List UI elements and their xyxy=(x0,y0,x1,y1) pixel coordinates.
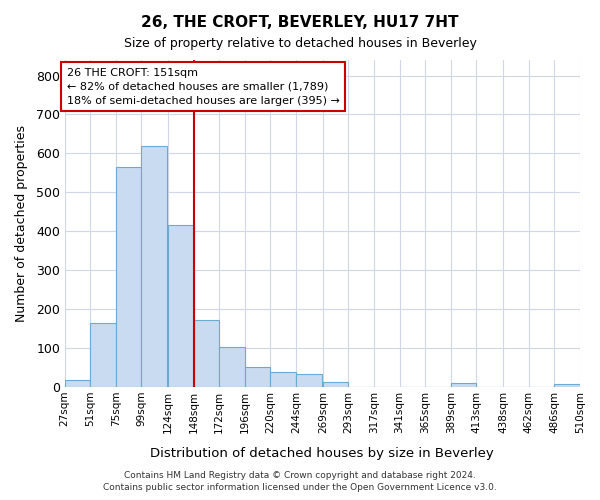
Bar xyxy=(142,146,167,387)
Bar xyxy=(168,226,194,387)
Bar xyxy=(296,374,322,387)
Text: Contains HM Land Registry data © Crown copyright and database right 2024.
Contai: Contains HM Land Registry data © Crown c… xyxy=(103,471,497,492)
Bar xyxy=(90,322,116,387)
Bar xyxy=(65,380,90,387)
Text: Size of property relative to detached houses in Beverley: Size of property relative to detached ho… xyxy=(124,38,476,51)
Bar xyxy=(245,368,271,387)
Bar xyxy=(271,372,296,387)
Text: 26, THE CROFT, BEVERLEY, HU17 7HT: 26, THE CROFT, BEVERLEY, HU17 7HT xyxy=(141,15,459,30)
Bar xyxy=(116,167,142,387)
Text: 26 THE CROFT: 151sqm
← 82% of detached houses are smaller (1,789)
18% of semi-de: 26 THE CROFT: 151sqm ← 82% of detached h… xyxy=(67,68,340,106)
Bar xyxy=(554,384,580,387)
Y-axis label: Number of detached properties: Number of detached properties xyxy=(15,125,28,322)
Bar xyxy=(451,383,476,387)
Bar xyxy=(323,382,349,387)
Bar xyxy=(194,320,219,387)
X-axis label: Distribution of detached houses by size in Beverley: Distribution of detached houses by size … xyxy=(151,447,494,460)
Bar xyxy=(219,346,245,387)
